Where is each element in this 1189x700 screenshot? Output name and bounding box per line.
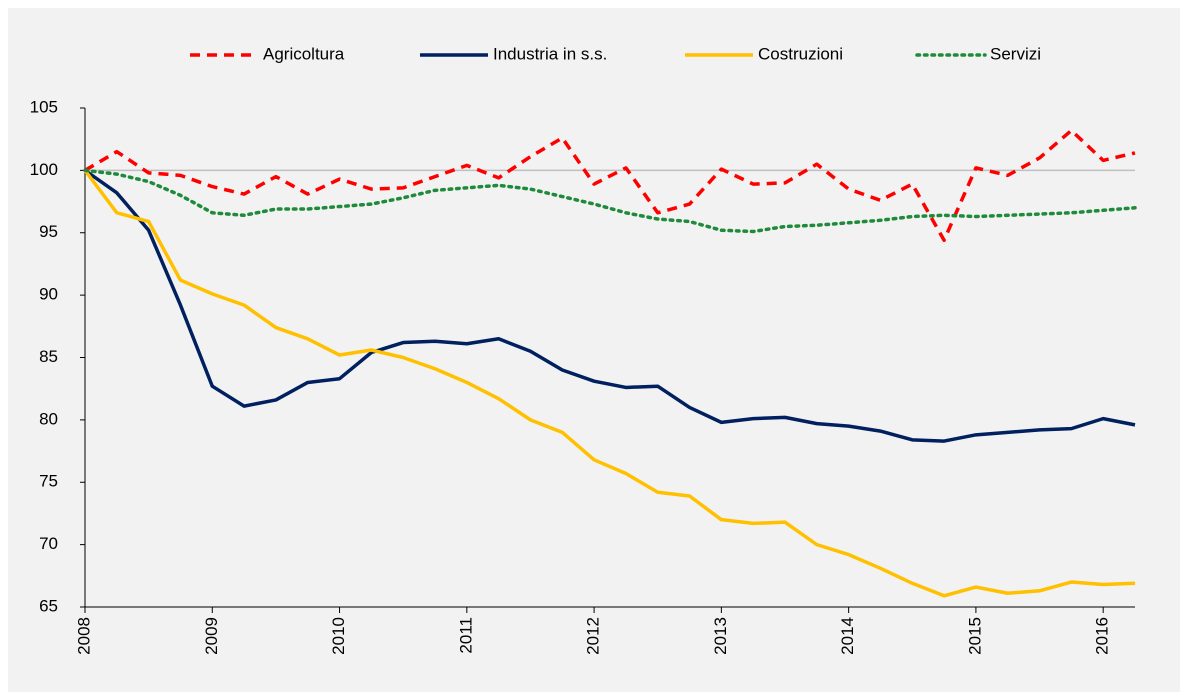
x-tick-label: 2013: [711, 617, 730, 655]
chart-background: [8, 8, 1180, 692]
series-line: [83, 168, 1137, 234]
y-tick-label: 75: [39, 472, 58, 491]
y-tick-label: 105: [30, 97, 58, 116]
x-tick-label: 2015: [965, 617, 984, 655]
x-tick-label: 2008: [74, 617, 93, 655]
x-tick-label: 2014: [838, 617, 857, 655]
y-tick-label: 65: [39, 596, 58, 615]
series-line: [84, 128, 1136, 242]
y-tick-label: 100: [30, 160, 58, 179]
x-tick-label: 2016: [1093, 617, 1112, 655]
x-tick-label: 2010: [329, 617, 348, 655]
legend-label: Servizi: [990, 44, 1041, 63]
y-tick-label: 90: [39, 285, 58, 304]
legend-label: Industria in s.s.: [493, 44, 607, 63]
x-tick-label: 2011: [456, 617, 475, 654]
y-tick-label: 70: [39, 534, 58, 553]
x-tick-label: 2012: [584, 617, 603, 655]
y-tick-label: 95: [39, 222, 58, 241]
series-line: [83, 169, 1136, 598]
y-tick-label: 80: [39, 409, 58, 428]
y-tick-label: 85: [39, 347, 58, 366]
legend-label: Agricoltura: [263, 44, 345, 63]
x-tick-label: 2009: [202, 617, 221, 655]
series-line: [83, 168, 1136, 443]
legend-label: Costruzioni: [758, 44, 843, 63]
